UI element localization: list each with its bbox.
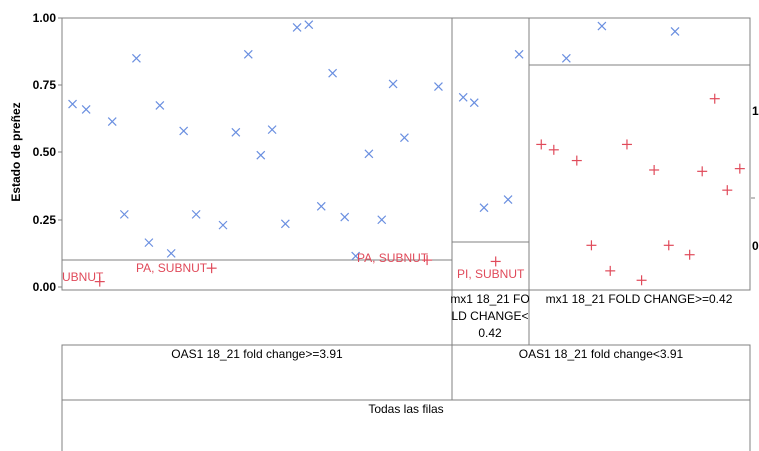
right-axis-label-0: 0 <box>752 239 759 253</box>
panel-frames <box>61 17 751 451</box>
pregnant-point <box>68 99 77 109</box>
pregnant-point <box>388 79 398 89</box>
pregnant-point <box>340 212 350 222</box>
pregnant-point <box>218 220 228 230</box>
y-tick-label: 0.50 <box>33 145 57 159</box>
not-pregnant-point <box>586 240 597 251</box>
point-labels: UBNUT PA, SUBNUT PA, SUBNUT PI, SUBNUT <box>62 251 525 284</box>
pregnant-point <box>243 49 253 59</box>
point-label-left-right: PA, SUBNUT <box>357 251 429 265</box>
pregnant-point <box>503 195 513 204</box>
pregnant-point <box>256 150 266 160</box>
plot-frame <box>61 17 751 291</box>
not-pregnant-point <box>490 256 501 267</box>
pregnant-point <box>119 209 129 219</box>
data-points <box>68 20 745 287</box>
right-axis-label-1: 1 <box>752 104 759 118</box>
not-pregnant-point <box>636 275 647 286</box>
point-label-left-edge: UBNUT <box>62 270 104 284</box>
pregnant-point <box>155 101 165 110</box>
pregnant-point <box>231 127 241 137</box>
pregnant-point <box>166 248 176 258</box>
pregnant-point <box>292 22 302 32</box>
pregnant-point <box>107 117 117 126</box>
not-pregnant-point <box>422 255 433 266</box>
pregnant-point <box>364 149 374 159</box>
y-tick-label: 1.00 <box>33 11 57 25</box>
root-label: Todas las filas <box>368 402 443 416</box>
middle-leaf-label-line2: LD CHANGE< <box>451 309 528 323</box>
pregnant-point <box>267 125 277 135</box>
pregnant-point <box>316 201 326 211</box>
pregnant-point <box>304 20 314 30</box>
pregnant-point <box>670 27 680 36</box>
not-pregnant-point <box>548 144 559 155</box>
not-pregnant-point <box>94 276 105 287</box>
not-pregnant-point <box>684 249 695 260</box>
middle-leaf-label-line3: 0.42 <box>478 326 502 340</box>
tree-labels: mx1 18_21 FO LD CHANGE< 0.42 mx1 18_21 F… <box>171 292 732 416</box>
pregnant-point <box>81 105 91 114</box>
pregnant-point <box>597 21 607 31</box>
pregnant-point <box>434 82 443 92</box>
pregnant-point <box>280 219 290 229</box>
y-tick-labels: 1.00 0.75 0.50 0.25 0.00 <box>33 11 62 294</box>
pregnant-point <box>131 53 141 63</box>
not-pregnant-point <box>605 265 616 276</box>
pregnant-point <box>328 68 338 78</box>
right-split-label: OAS1 18_21 fold change<3.91 <box>519 347 684 361</box>
not-pregnant-point <box>697 166 708 177</box>
pregnant-point <box>179 126 189 136</box>
y-axis-label: Estado de preñez <box>9 102 23 201</box>
left-split-label: OAS1 18_21 fold change>=3.91 <box>171 347 343 361</box>
pregnant-point <box>144 238 154 248</box>
y-tick-label: 0.00 <box>33 280 57 294</box>
middle-leaf-label-line1: mx1 18_21 FO <box>450 292 529 306</box>
not-pregnant-point <box>206 263 217 274</box>
pregnant-point <box>561 53 571 63</box>
pregnant-point <box>458 92 468 102</box>
pregnant-point <box>514 49 524 59</box>
not-pregnant-point <box>536 139 547 150</box>
not-pregnant-point <box>621 139 632 150</box>
y-tick-label: 0.75 <box>33 78 57 92</box>
not-pregnant-point <box>663 240 674 251</box>
y-tick-label: 0.25 <box>33 213 57 227</box>
pregnant-point <box>351 251 361 261</box>
not-pregnant-point <box>571 155 582 166</box>
pregnant-point <box>469 98 479 108</box>
pregnant-point <box>377 215 387 225</box>
pregnant-point <box>399 133 409 143</box>
point-label-middle: PI, SUBNUT <box>457 267 525 281</box>
right-leaf-label: mx1 18_21 FOLD CHANGE>=0.42 <box>546 292 733 306</box>
not-pregnant-point <box>649 164 660 175</box>
pregnant-point <box>191 209 201 219</box>
not-pregnant-point <box>734 163 745 174</box>
point-label-left-mid: PA, SUBNUT <box>136 261 208 275</box>
pregnant-point <box>479 203 489 213</box>
not-pregnant-point <box>709 93 720 104</box>
not-pregnant-point <box>722 185 733 196</box>
